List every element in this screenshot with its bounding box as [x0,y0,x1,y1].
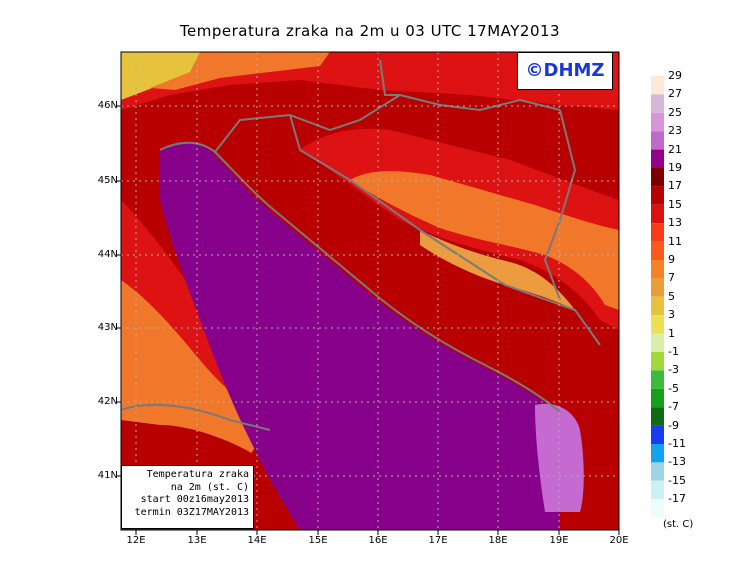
legend-swatch [651,223,664,242]
lat-label: 44N [97,249,118,260]
legend-label: -15 [668,473,686,487]
lat-label: 42N [97,396,118,407]
legend-swatch [651,260,664,279]
adriatic-sea [160,141,560,530]
lat-label: 45N [97,175,118,186]
dinaric-highland-region [350,171,619,310]
legend-swatch [651,149,664,168]
country-borders [121,59,601,431]
legend-label: -9 [668,418,679,432]
warm-sea-patch [535,403,584,512]
dhmz-logo: ©DHMZ [517,52,613,90]
legend-swatch [651,388,664,408]
legend-label: 15 [668,197,682,211]
info-line: start 00z16may2013 [140,494,249,505]
legend-label: 3 [668,308,675,322]
legend-label: 1 [668,326,675,340]
legend-swatch [651,131,664,150]
legend-label: -7 [668,400,679,414]
lon-label: 15E [308,535,328,546]
legend-swatch [651,425,664,444]
legend-swatch [651,444,664,463]
legend-label: -1 [668,345,679,358]
legend-label: 11 [668,234,682,248]
legend-swatch [651,296,664,316]
lon-label: 17E [428,535,448,546]
legend-label: -13 [668,455,686,469]
legend-unit: (st. C) [663,519,694,530]
legend-label: 13 [668,216,682,230]
lat-label: 43N [97,322,118,333]
info-line: na 2m (st. C) [170,481,249,493]
lat-label: 41N [97,470,118,481]
legend-swatch [651,168,664,187]
axis-ticks [116,105,620,535]
legend-swatch [651,186,664,205]
lon-label: 14E [247,535,267,546]
alpine-orange-region [150,52,330,90]
legend-label: -17 [668,492,686,506]
alpine-region [121,52,215,100]
legend-label: 5 [668,289,675,303]
lon-label: 18E [488,535,508,546]
legend-label: -11 [668,437,686,450]
legend-label: 23 [668,124,682,138]
legend-label: 21 [668,142,682,156]
color-legend [651,76,664,518]
legend-label: 9 [668,253,675,266]
legend-swatch [651,76,664,95]
info-line: Temperatura zraka [146,469,249,480]
lon-label: 12E [126,535,146,546]
legend-label: 27 [668,87,682,101]
info-line: termin 03Z17MAY2013 [134,506,249,518]
legend-swatch [651,499,664,518]
legend-swatch [651,278,664,297]
map-title: Temperatura zraka na 2m u 03 UTC 17MAY20… [179,22,561,40]
legend-swatch [651,94,664,113]
legend-label: 25 [668,105,682,119]
legend-label: -5 [668,381,679,395]
map-frame [120,51,620,531]
grid-lines [121,52,619,530]
legend-swatch [651,352,664,371]
lat-label: 46N [97,100,118,111]
lon-label: 13E [187,535,207,546]
legend-label: 29 [668,69,682,82]
lon-label: 16E [368,535,388,546]
legend-swatch [651,204,664,224]
legend-label: -3 [668,363,679,377]
legend-swatch [651,462,664,481]
legend-label: 7 [668,271,675,285]
legend-swatch [651,333,664,352]
legend-swatch [651,241,664,260]
legend-swatch [651,112,664,132]
legend-label: 19 [668,161,682,174]
legend-swatch [651,480,664,500]
legend-swatch [651,315,664,334]
lon-label: 20E [609,535,629,546]
legend-swatch [651,407,664,426]
legend-swatch [651,370,664,389]
lon-label: 19E [549,535,569,546]
legend-label: 17 [668,179,682,193]
info-box: Temperatura zraka na 2m (st. C) start 00… [121,465,254,529]
